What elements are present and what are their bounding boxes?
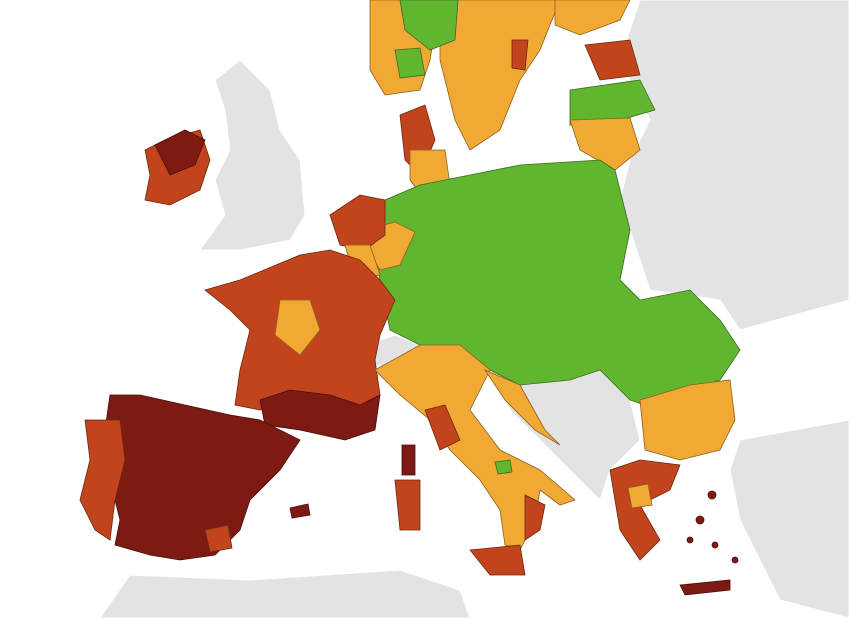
region-green: [394, 47, 426, 79]
corsica: [401, 444, 416, 476]
turkey: [729, 419, 849, 618]
uk: [199, 59, 306, 251]
tuscany: [424, 404, 461, 451]
calabria: [524, 494, 546, 541]
latvia: [569, 79, 656, 126]
island: [707, 490, 717, 500]
east-region: [619, 0, 849, 331]
paris-region: [274, 299, 321, 356]
island: [695, 515, 705, 525]
region-green: [399, 0, 459, 51]
greece-region: [627, 483, 653, 509]
portugal: [79, 419, 126, 541]
region-dark-orange: [511, 39, 529, 71]
france-south: [259, 389, 381, 441]
island: [711, 541, 719, 549]
italy-region-green: [494, 459, 513, 475]
crete: [679, 579, 731, 596]
spain-region: [204, 524, 233, 553]
benelux: [329, 194, 386, 251]
balearic: [289, 503, 311, 519]
ireland-north: [154, 129, 206, 176]
greece: [609, 459, 681, 561]
finland: [554, 0, 631, 36]
estonia: [584, 39, 641, 81]
lithuania: [569, 117, 641, 171]
island: [686, 536, 694, 544]
island: [731, 556, 739, 564]
north-africa: [99, 569, 471, 618]
sicily: [469, 544, 526, 576]
sweden: [439, 0, 561, 151]
croatia: [483, 369, 561, 446]
bulgaria: [639, 379, 736, 461]
sardinia: [394, 479, 421, 531]
